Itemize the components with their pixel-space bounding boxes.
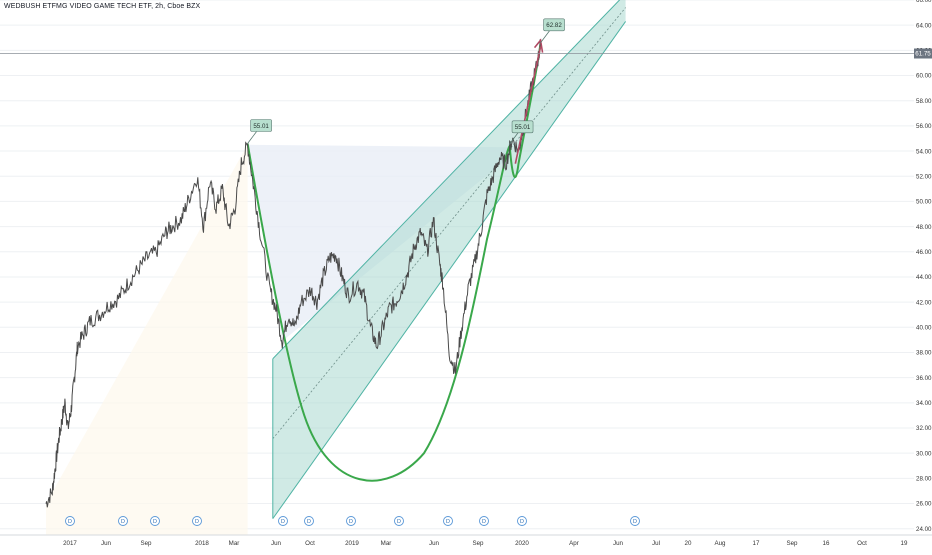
time-axis-tick-label: 2019 — [345, 540, 359, 547]
dividend-marker-label: D — [281, 519, 285, 525]
annotation-pointer — [247, 131, 257, 144]
price-axis-background — [914, 0, 932, 535]
price-axis-tick-label: 40.00 — [916, 324, 932, 331]
price-axis-tick-label: 42.00 — [916, 299, 932, 306]
dividend-marker — [394, 516, 404, 526]
chart-title: WEDBUSH ETFMG VIDEO GAME TECH ETF, 2h, C… — [4, 3, 201, 10]
time-axis-tick-label: 2018 — [195, 540, 209, 547]
time-axis-tick-label: Jun — [429, 540, 440, 547]
channel-upper-line — [272, 0, 621, 360]
price-axis-tick-label: 48.00 — [916, 224, 932, 231]
dividend-marker-label: D — [68, 519, 72, 525]
annotation-pointer — [540, 30, 550, 44]
price-axis-tick-label: 50.00 — [916, 199, 932, 206]
price-axis-tick-label: 52.00 — [916, 173, 932, 180]
time-axis-tick-label: Sep — [786, 540, 798, 547]
dividend-marker — [630, 516, 640, 526]
dividend-marker — [517, 516, 527, 526]
time-axis-tick-label: 2020 — [515, 540, 529, 547]
dividend-marker-label: D — [397, 519, 401, 525]
annotation-layer: 55.01 55.01 62.82 — [0, 18, 914, 164]
time-axis-tick-label: Sep — [140, 540, 152, 547]
price-axis-tick-label: 46.00 — [916, 249, 932, 256]
time-axis-tick-label: Mar — [229, 540, 240, 547]
price-axis-tick-label: 56.00 — [916, 123, 932, 130]
price-axis-tick-label: 66.00 — [916, 0, 932, 4]
annotation-label-box — [250, 119, 272, 132]
dividend-marker-label: D — [307, 519, 311, 525]
projection-arrow-shaft — [514, 46, 542, 164]
dividend-marker — [118, 516, 128, 526]
current-price-tag — [914, 48, 932, 59]
time-axis-tick-label: Oct — [305, 540, 315, 547]
dividend-marker-label: D — [633, 519, 637, 525]
dividend-marker — [278, 516, 288, 526]
dividend-marker — [65, 516, 75, 526]
channel-mid-line — [272, 7, 626, 439]
annotation-pointer — [508, 132, 519, 146]
annotation-label: 55.01 — [253, 123, 269, 130]
time-axis-tick-label: Sep — [472, 540, 484, 547]
time-axis-tick-label: Jun — [101, 540, 112, 547]
dividend-marker-label: D — [482, 519, 486, 525]
price-axis-tick-label: 54.00 — [916, 148, 932, 155]
price-axis-tick-label: 24.00 — [916, 526, 932, 533]
projection-arrow-head — [533, 38, 544, 53]
time-axis-tick-label: 2017 — [63, 540, 77, 547]
dividend-marker-label: D — [446, 519, 450, 525]
cup-curve — [246, 42, 542, 482]
price-axis-tick-label: 26.00 — [916, 501, 932, 508]
time-axis-tick-label: Aug — [714, 540, 726, 547]
time-axis-tick-label: Apr — [569, 540, 579, 547]
dividend-marker — [479, 516, 489, 526]
time-axis-tick-label: Jul — [652, 540, 660, 547]
price-axis-tick-label: 60.00 — [916, 73, 932, 80]
dividend-marker-label: D — [349, 519, 353, 525]
price-axis-tick-label: 38.00 — [916, 350, 932, 357]
price-axis-tick-label: 64.00 — [916, 22, 932, 29]
price-axis-tick-label: 28.00 — [916, 476, 932, 483]
price-axis-tick-label: 34.00 — [916, 400, 932, 407]
price-axis-tick-label: 32.00 — [916, 425, 932, 432]
dividend-marker-label: D — [153, 519, 157, 525]
series-layer — [45, 39, 541, 508]
time-axis-tick-label: Oct — [857, 540, 867, 547]
background-wash — [46, 144, 248, 535]
dividend-marker — [150, 516, 160, 526]
time-axis-tick-label: 19 — [901, 540, 908, 547]
channel-fill — [272, 0, 626, 519]
channel-lower-line — [272, 21, 627, 519]
time-axis-tick-label: Jun — [613, 540, 624, 547]
dividend-marker-label: D — [520, 519, 524, 525]
time-axis-tick-label: 17 — [753, 540, 760, 547]
price-axis-tick-label: 36.00 — [916, 375, 932, 382]
current-price-label: 61.75 — [915, 51, 931, 58]
price-axis-tick-label: 44.00 — [916, 274, 932, 281]
price-line — [45, 39, 541, 508]
price-axis-tick-label: 58.00 — [916, 98, 932, 105]
dividend-marker — [304, 516, 314, 526]
time-axis-tick-label: Mar — [381, 540, 392, 547]
time-axis-tick-label: 20 — [685, 540, 692, 547]
drawing-layer — [46, 0, 627, 535]
time-axis-tick-label: 16 — [823, 540, 830, 547]
price-axis-tick-label: 30.00 — [916, 450, 932, 457]
annotation-label-box — [543, 18, 565, 32]
dividend-marker — [346, 516, 356, 526]
dividend-marker — [443, 516, 453, 526]
annotation-label: 62.82 — [546, 22, 562, 29]
dividend-marker-label: D — [195, 519, 199, 525]
annotation-label-box — [511, 120, 534, 134]
dividend-marker — [192, 516, 202, 526]
dividend-marker-label: D — [121, 519, 125, 525]
annotation-label: 55.01 — [515, 124, 531, 131]
time-axis-tick-label: Jun — [271, 540, 282, 547]
